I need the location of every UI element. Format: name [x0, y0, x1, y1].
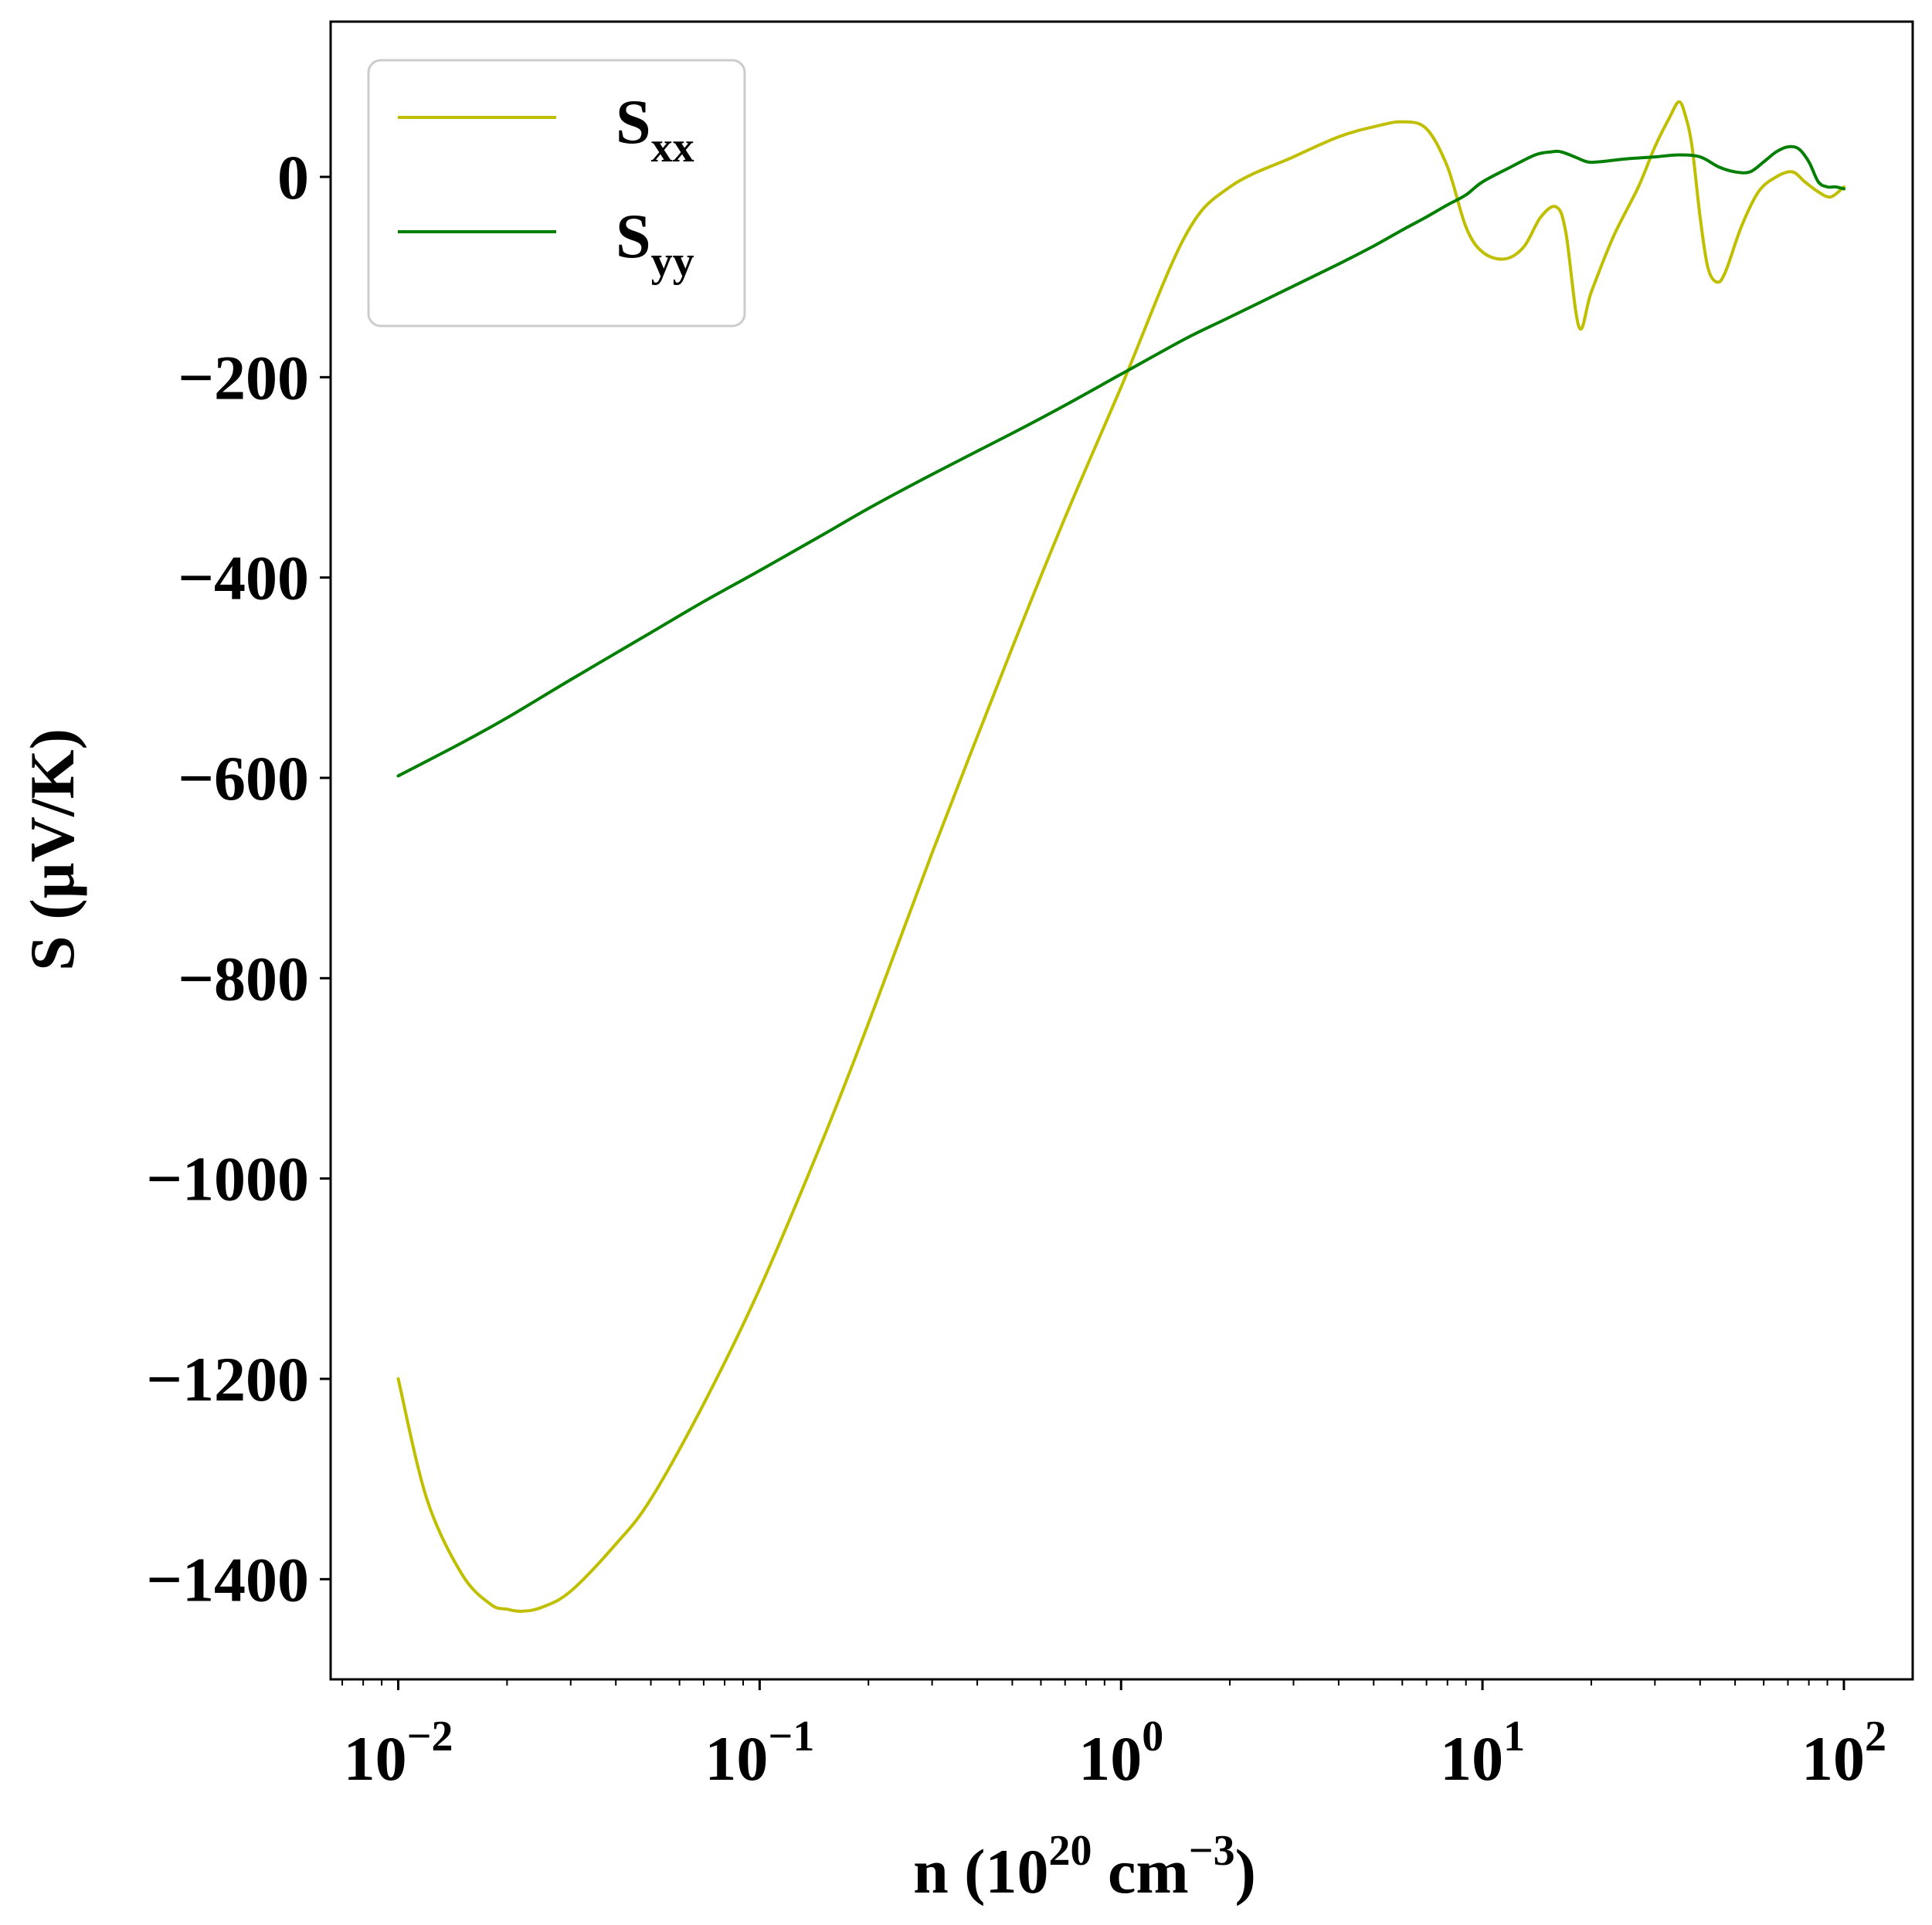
x-axis-label: n (1020 cm−3)	[913, 1827, 1256, 1906]
legend-label-syy: Syy	[616, 201, 694, 286]
legend-box	[367, 59, 746, 328]
x-tick-label: 102	[1801, 1713, 1886, 1794]
y-axis-label-group: S (µV/K)	[17, 728, 87, 971]
y-tick-label: −1200	[146, 1344, 309, 1414]
series-layer	[396, 100, 1845, 1613]
series-line-yy	[396, 144, 1845, 778]
legend-label-sxx: Sxx	[616, 87, 694, 171]
y-tick-label: −1000	[146, 1144, 309, 1214]
x-tick-label: 101	[1440, 1713, 1525, 1794]
y-tick-label: −1400	[146, 1544, 309, 1614]
y-tick-label: −800	[178, 943, 309, 1013]
y-tick-label: −200	[178, 342, 309, 413]
series-line-xx	[396, 100, 1845, 1613]
y-tick-label: −400	[178, 543, 309, 613]
y-axis-label: S (µV/K)	[17, 728, 87, 971]
x-axis: 10−2 10−1 100 101 102	[341, 1679, 1886, 1794]
x-tick-label: 10−2	[344, 1713, 453, 1794]
y-axis: 0 −200 −400 −600 −800 −1000 −1200 −1400	[146, 142, 331, 1614]
legend: Sxx Syy	[367, 59, 746, 328]
y-tick-label: −600	[178, 743, 309, 813]
x-tick-label: 10−1	[705, 1713, 814, 1794]
x-tick-label: 100	[1078, 1713, 1163, 1794]
y-tick-label: 0	[277, 142, 309, 212]
